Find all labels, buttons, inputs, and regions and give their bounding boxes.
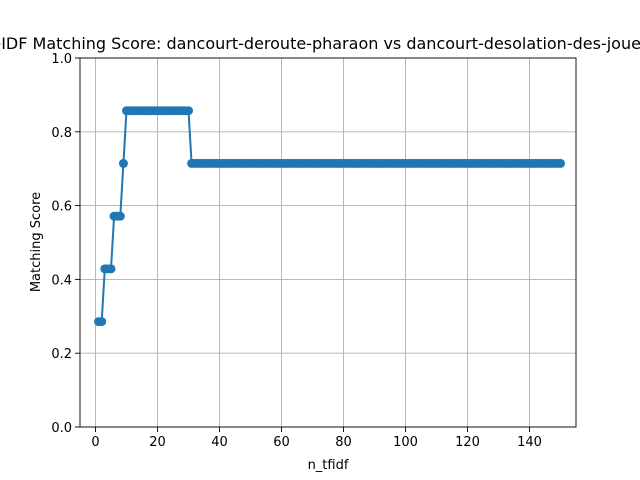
data-point (184, 106, 193, 116)
y-tick-label: 0.4 (51, 273, 72, 288)
y-tick-label: 0.6 (51, 200, 72, 215)
y-tick-label: 0.2 (51, 347, 72, 362)
y-axis-label: Matching Score (29, 192, 44, 292)
data-point (118, 158, 128, 168)
x-tick-label: 20 (149, 435, 166, 450)
x-tick-label: 60 (273, 435, 290, 450)
x-tick-label: 40 (211, 435, 228, 450)
x-tick-label: 100 (393, 435, 418, 450)
data-point (556, 158, 565, 168)
y-tick-label: 0.8 (51, 126, 72, 141)
data-point (97, 317, 107, 327)
plot-frame (79, 57, 577, 428)
series-polyline (98, 109, 561, 323)
x-tick-label: 140 (517, 435, 542, 450)
x-axis-label: n_tfidf (308, 458, 349, 473)
y-tick-label: 1.0 (51, 52, 72, 67)
x-tick-label: 80 (335, 435, 352, 450)
data-point (106, 264, 116, 274)
chart-title: TF-IDF Matching Score: dancourt-deroute-… (0, 34, 640, 53)
x-tick-label: 0 (91, 435, 99, 450)
series-line (94, 106, 565, 327)
y-tick-label: 0.0 (51, 421, 72, 436)
data-point (115, 211, 125, 221)
axis-ticks: 0 20 40 60 80 100 120 140 0.0 0.2 0.4 0.6 0.8 1.0 (51, 52, 542, 450)
x-tick-label: 120 (455, 435, 480, 450)
